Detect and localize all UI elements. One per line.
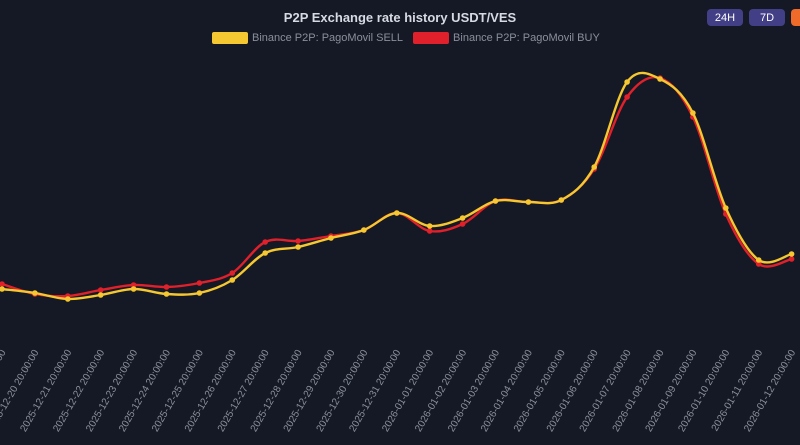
buy-point-21[interactable] <box>690 114 696 120</box>
buy-point-5[interactable] <box>163 284 170 290</box>
sell-point-0[interactable] <box>0 286 5 292</box>
x-tick-label: 2025-12-25 20:00:00 <box>150 348 206 434</box>
x-tick-label: 2026-01-06 20:00:00 <box>545 348 601 434</box>
sell-point-22[interactable] <box>723 205 729 211</box>
x-tick-label: 2026-01-05 20:00:00 <box>512 348 568 434</box>
buy-point-12[interactable] <box>394 210 400 216</box>
x-tick-label: 2025-12-27 20:00:00 <box>216 348 272 434</box>
sell-point-10[interactable] <box>328 235 334 241</box>
sell-point-11[interactable] <box>361 227 367 233</box>
range-button-7d[interactable]: 7D <box>749 9 785 26</box>
x-tick-label: 2025-12-30 20:00:00 <box>315 348 371 434</box>
buy-point-19[interactable] <box>624 94 630 100</box>
buy-point-4[interactable] <box>130 282 137 288</box>
x-tick-label: 2026-01-03 20:00:00 <box>446 348 502 434</box>
x-tick-label: 2026-01-07 20:00:00 <box>578 348 634 434</box>
buy-point-24[interactable] <box>788 256 795 262</box>
sell-point-13[interactable] <box>426 223 433 229</box>
sell-point-20[interactable] <box>657 76 663 82</box>
buy-point-17[interactable] <box>558 197 565 203</box>
sell-point-16[interactable] <box>525 199 532 205</box>
sell-point-4[interactable] <box>130 286 137 292</box>
sell-point-15[interactable] <box>492 198 499 204</box>
legend-item-sell[interactable]: Binance P2P: PagoMovil SELL <box>212 32 403 44</box>
buy-point-14[interactable] <box>459 221 466 227</box>
x-tick-label: 2025-12-24 20:00:00 <box>117 348 173 434</box>
range-button-1m[interactable]: 1M <box>791 9 800 26</box>
x-tick-label: 2025-12-23 20:00:00 <box>84 348 140 434</box>
sell-point-8[interactable] <box>262 250 269 256</box>
range-button-24h[interactable]: 24H <box>707 9 743 26</box>
x-tick-label: 2026-01-10 20:00:00 <box>676 348 732 434</box>
x-tick-label: 2025-12-22 20:00:00 <box>51 348 107 434</box>
legend-item-buy[interactable]: Binance P2P: PagoMovil BUY <box>413 32 600 44</box>
sell-point-14[interactable] <box>459 215 466 221</box>
x-tick-label: 2025-12-29 20:00:00 <box>282 348 338 434</box>
buy-point-23[interactable] <box>755 261 762 267</box>
x-tick-label: 2026-01-09 20:00:00 <box>644 348 700 434</box>
sell-point-3[interactable] <box>97 292 104 298</box>
x-tick-label: 2026-01-11 20:00:00 <box>710 348 766 434</box>
buy-point-18[interactable] <box>591 166 597 172</box>
sell-point-9[interactable] <box>295 244 301 250</box>
buy-point-9[interactable] <box>295 238 301 244</box>
series-line-sell <box>1 71 792 301</box>
buy-point-20[interactable] <box>657 75 663 81</box>
x-tick-label: 2026-01-04 20:00:00 <box>479 348 535 434</box>
sell-point-2[interactable] <box>65 296 71 302</box>
x-tick-label: 2026-01-08 20:00:00 <box>611 348 667 434</box>
buy-point-11[interactable] <box>361 227 367 233</box>
sell-point-17[interactable] <box>558 197 565 203</box>
chart-title: P2P Exchange rate history USDT/VES <box>283 10 517 25</box>
x-tick-label: 2025-12-21 20:00:00 <box>18 348 74 434</box>
x-tick-label: 2025-12-31 20:00:00 <box>347 348 403 434</box>
legend: Binance P2P: PagoMovil SELL Binance P2P:… <box>212 32 600 44</box>
buy-point-22[interactable] <box>723 211 729 217</box>
sell-point-6[interactable] <box>196 290 203 296</box>
x-tick-label: 2026-01-02 20:00:00 <box>413 348 469 434</box>
sell-point-18[interactable] <box>591 164 597 170</box>
buy-point-10[interactable] <box>328 233 334 239</box>
buy-point-13[interactable] <box>426 228 433 234</box>
x-tick-label: 2025-12-19 20:00:00 <box>0 348 9 434</box>
buy-point-16[interactable] <box>525 199 532 205</box>
sell-point-5[interactable] <box>163 291 170 297</box>
range-buttons: 24H 7D 1M <box>707 9 800 26</box>
buy-point-15[interactable] <box>492 198 499 204</box>
sell-point-7[interactable] <box>229 277 236 283</box>
sell-point-23[interactable] <box>755 257 762 263</box>
x-tick-label: 2025-12-26 20:00:00 <box>183 348 239 434</box>
x-tick-label: 2026-01-01 20:00:00 <box>380 348 436 434</box>
buy-point-0[interactable] <box>0 281 5 287</box>
sell-point-12[interactable] <box>394 210 400 216</box>
sell-point-24[interactable] <box>788 251 795 257</box>
buy-point-8[interactable] <box>262 239 269 245</box>
x-tick-label: 2025-12-28 20:00:00 <box>249 348 305 434</box>
legend-swatch-buy <box>413 32 450 44</box>
series-line-buy <box>1 76 792 298</box>
buy-point-7[interactable] <box>229 270 236 276</box>
legend-label-sell: Binance P2P: PagoMovil SELL <box>252 32 404 44</box>
buy-point-2[interactable] <box>65 293 71 299</box>
x-tick-label: 2026-01-12 20:00:00 <box>742 348 798 434</box>
buy-point-3[interactable] <box>97 287 104 293</box>
x-tick-label: 2025-12-20 20:00:00 <box>0 348 42 434</box>
sell-point-1[interactable] <box>32 290 38 296</box>
legend-label-buy: Binance P2P: PagoMovil BUY <box>453 32 600 44</box>
legend-swatch-sell <box>212 32 248 44</box>
sell-point-19[interactable] <box>624 79 630 85</box>
buy-point-1[interactable] <box>32 291 38 297</box>
sell-point-21[interactable] <box>690 110 696 116</box>
buy-point-6[interactable] <box>196 280 203 286</box>
